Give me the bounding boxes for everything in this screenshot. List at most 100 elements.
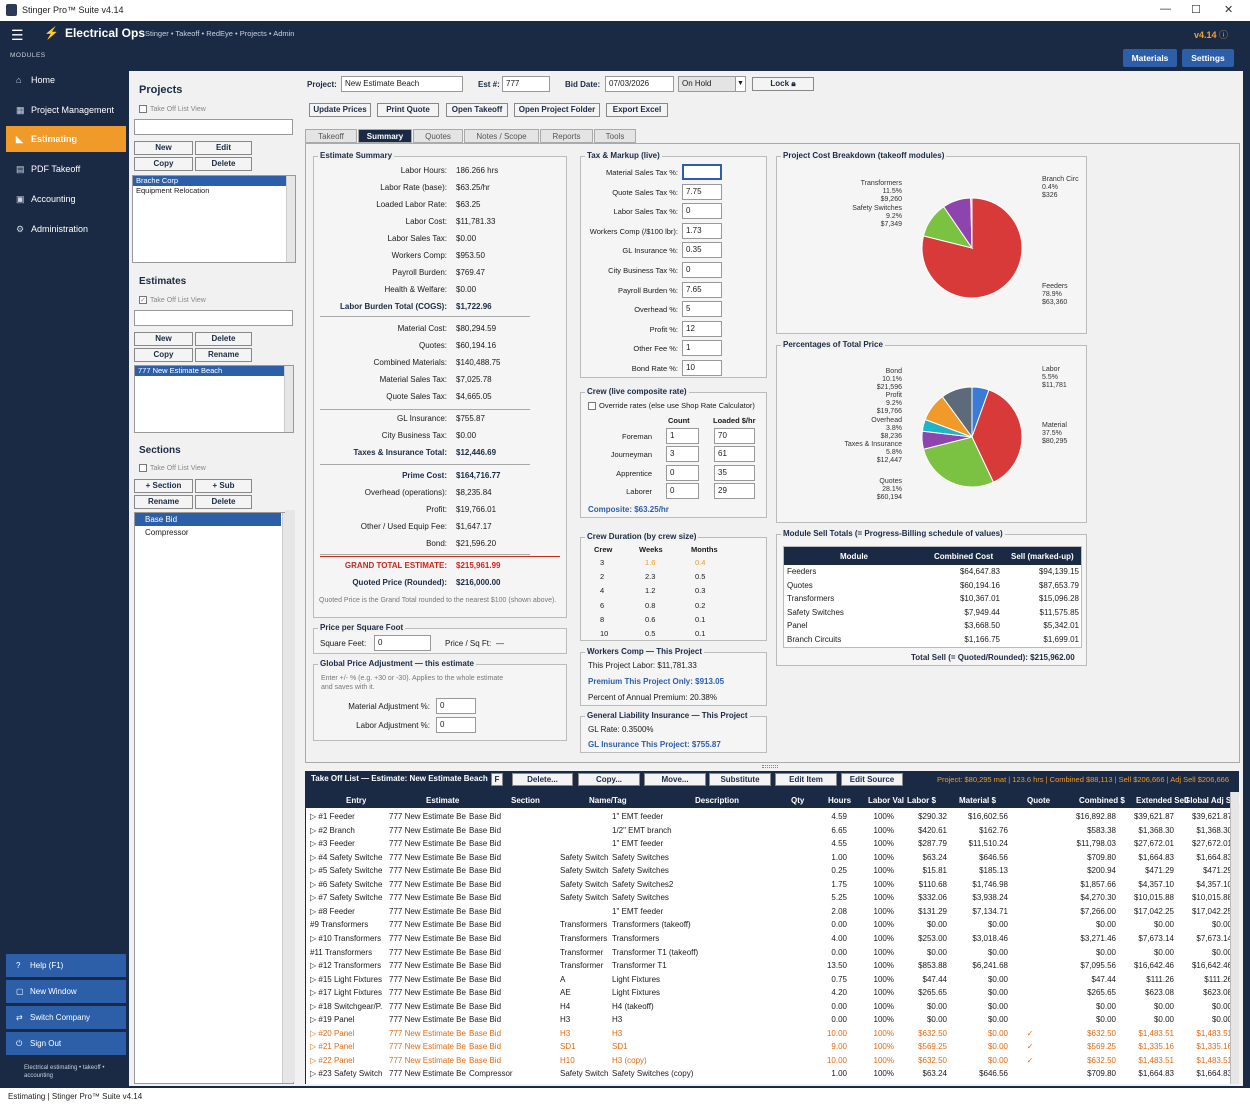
- col-header[interactable]: Description: [695, 796, 740, 805]
- table-row[interactable]: ▷ #8 Feeder 777 New Estimate Be Base Bid 1"…: [306, 905, 1232, 919]
- list-item[interactable]: Base Bid: [135, 513, 281, 526]
- table-row[interactable]: ▷ #20 Panel 777 New Estimate Be Base Bid H3…: [306, 1027, 1232, 1041]
- col-header[interactable]: Hours: [828, 796, 852, 805]
- bid-date-input[interactable]: 07/03/2026: [605, 76, 674, 92]
- col-header[interactable]: Labor Val: [868, 796, 905, 805]
- filter-button[interactable]: F: [491, 773, 503, 786]
- open-takeoff-button[interactable]: Open Takeoff: [446, 103, 508, 117]
- delete-item-button[interactable]: Delete...: [512, 773, 573, 786]
- table-row[interactable]: ▷ #17 Light Fixtures 777 New Estimate Be B…: [306, 986, 1232, 1000]
- tab-tools[interactable]: Tools: [594, 129, 636, 143]
- add-sub-button[interactable]: + Sub: [195, 479, 252, 493]
- col-header[interactable]: Section: [511, 796, 540, 805]
- col-header[interactable]: Name/Tag: [589, 796, 627, 805]
- estimates-takeoff-view-checkbox[interactable]: ✓ Take Off List View: [139, 296, 206, 304]
- scrollbar[interactable]: [286, 176, 295, 262]
- export-excel-button[interactable]: Export Excel: [606, 103, 668, 117]
- col-header[interactable]: Qty: [791, 796, 805, 805]
- splitter-handle[interactable]: [762, 765, 778, 768]
- move-item-button[interactable]: Move...: [644, 773, 706, 786]
- new-window-button[interactable]: ▢ New Window: [6, 980, 126, 1003]
- section-delete-button[interactable]: Delete: [195, 495, 252, 509]
- materials-button[interactable]: Materials: [1123, 49, 1177, 67]
- tab-takeoff[interactable]: Takeoff: [305, 129, 357, 143]
- estimates-search-input[interactable]: [134, 310, 293, 326]
- tax-markup-input[interactable]: 5: [682, 301, 722, 318]
- table-row[interactable]: ▷ #2 Branch 777 New Estimate Be Base Bid 1/…: [306, 824, 1232, 838]
- col-header[interactable]: Quote: [1027, 796, 1051, 805]
- table-row[interactable]: ▷ #1 Feeder 777 New Estimate Be Base Bid 1"…: [306, 810, 1232, 824]
- override-rates-checkbox[interactable]: Override rates (else use Shop Rate Calcu…: [588, 401, 755, 411]
- tax-markup-input[interactable]: 0: [682, 262, 722, 278]
- col-header[interactable]: Material $: [959, 796, 996, 805]
- lock-button[interactable]: Lock 🔒︎: [752, 77, 814, 91]
- table-row[interactable]: ▷ #7 Safety Switche 777 New Estimate Be Ba…: [306, 891, 1232, 905]
- tax-markup-input[interactable]: 0.35: [682, 242, 722, 259]
- list-item[interactable]: 777 New Estimate Beach: [135, 366, 293, 376]
- scrollbar[interactable]: [284, 366, 293, 432]
- print-quote-button[interactable]: Print Quote: [377, 103, 439, 117]
- sidebar-item-estimating[interactable]: ◣ Estimating: [6, 126, 126, 152]
- crew-rate-input[interactable]: 70: [714, 428, 755, 444]
- minimize-icon[interactable]: —: [1160, 3, 1171, 15]
- copy-item-button[interactable]: Copy...: [578, 773, 640, 786]
- tax-markup-input[interactable]: 8.75: [682, 164, 722, 180]
- sidebar-item-accounting[interactable]: ▣ Accounting: [6, 186, 126, 212]
- projects-search-input[interactable]: [134, 119, 293, 135]
- project-new-button[interactable]: New: [134, 141, 193, 155]
- table-row[interactable]: ▷ #10 Transformers 777 New Estimate Be Bas…: [306, 932, 1232, 946]
- table-row[interactable]: ▷ #12 Transformers 777 New Estimate Be Bas…: [306, 959, 1232, 973]
- tab-reports[interactable]: Reports: [540, 129, 593, 143]
- status-select[interactable]: On Hold ▼: [678, 76, 746, 92]
- tab-notes-scope[interactable]: Notes / Scope: [464, 129, 539, 143]
- square-feet-input[interactable]: 0: [374, 635, 431, 651]
- crew-count-input[interactable]: 1: [666, 428, 699, 444]
- sidebar-item-project-management[interactable]: ▦ Project Management: [6, 97, 126, 123]
- project-edit-button[interactable]: Edit: [195, 141, 252, 155]
- tax-markup-input[interactable]: 10: [682, 360, 722, 376]
- section-rename-button[interactable]: Rename: [134, 495, 193, 509]
- projects-takeoff-view-checkbox[interactable]: Take Off List View: [139, 105, 206, 113]
- list-item[interactable]: Equipment Relocation: [136, 186, 210, 195]
- edit-source-button[interactable]: Edit Source: [841, 773, 903, 786]
- sections-takeoff-view-checkbox[interactable]: Take Off List View: [139, 464, 206, 472]
- list-item[interactable]: Compressor: [145, 528, 189, 537]
- sections-scrollbar[interactable]: [285, 510, 295, 1082]
- tax-markup-input[interactable]: 12: [682, 320, 722, 337]
- table-row[interactable]: ▷ #22 Panel 777 New Estimate Be Base Bid H1…: [306, 1054, 1232, 1068]
- crew-rate-input[interactable]: 61: [714, 446, 755, 463]
- project-delete-button[interactable]: Delete: [195, 157, 252, 171]
- labor-adjustment-input[interactable]: 0: [436, 717, 476, 733]
- sidebar-item-home[interactable]: ⌂ Home: [6, 67, 126, 93]
- help-button[interactable]: ? Help (F1): [6, 954, 126, 977]
- tax-markup-input[interactable]: 7.65: [682, 281, 722, 298]
- col-header[interactable]: Estimate: [426, 796, 460, 805]
- col-header[interactable]: Global Adj Sell: [1184, 796, 1241, 805]
- project-copy-button[interactable]: Copy: [134, 157, 193, 171]
- table-row[interactable]: ▷ #18 Switchgear/P. 777 New Estimate Be Ba…: [306, 1000, 1232, 1014]
- table-row[interactable]: ▷ #19 Panel 777 New Estimate Be Base Bid H3…: [306, 1013, 1232, 1027]
- table-row[interactable]: ▷ #6 Safety Switche 777 New Estimate Be Ba…: [306, 878, 1232, 892]
- sign-out-button[interactable]: ⏻ Sign Out: [6, 1032, 126, 1055]
- estimate-delete-button[interactable]: Delete: [195, 332, 252, 346]
- col-header[interactable]: Combined $: [1079, 796, 1125, 805]
- settings-button[interactable]: Settings: [1182, 49, 1234, 67]
- estimate-new-button[interactable]: New: [134, 332, 193, 346]
- table-row[interactable]: ▷ #3 Feeder 777 New Estimate Be Base Bid 1"…: [306, 837, 1232, 851]
- close-icon[interactable]: ✕: [1224, 4, 1234, 16]
- table-row[interactable]: ▷ #23 Safety Switch 777 New Estimate Be Co…: [306, 1067, 1232, 1081]
- crew-rate-input[interactable]: 29: [714, 482, 755, 499]
- crew-count-input[interactable]: 3: [666, 446, 699, 463]
- col-header[interactable]: Extended Sell: [1136, 796, 1189, 805]
- table-row[interactable]: #9 Transformers 777 New Estimate Be Base B…: [306, 918, 1232, 932]
- estimate-rename-button[interactable]: Rename: [195, 348, 252, 362]
- tab-summary[interactable]: Summary: [358, 129, 412, 143]
- list-item[interactable]: Brache Corp: [133, 176, 295, 186]
- menu-icon[interactable]: ☰: [11, 27, 24, 43]
- edit-item-button[interactable]: Edit Item: [775, 773, 837, 786]
- tab-quotes[interactable]: Quotes: [413, 129, 463, 143]
- est-number-input[interactable]: 777: [502, 76, 550, 92]
- table-row[interactable]: ▷ #5 Safety Switche 777 New Estimate Be Ba…: [306, 864, 1232, 878]
- estimate-copy-button[interactable]: Copy: [134, 348, 193, 362]
- add-section-button[interactable]: + Section: [134, 479, 193, 493]
